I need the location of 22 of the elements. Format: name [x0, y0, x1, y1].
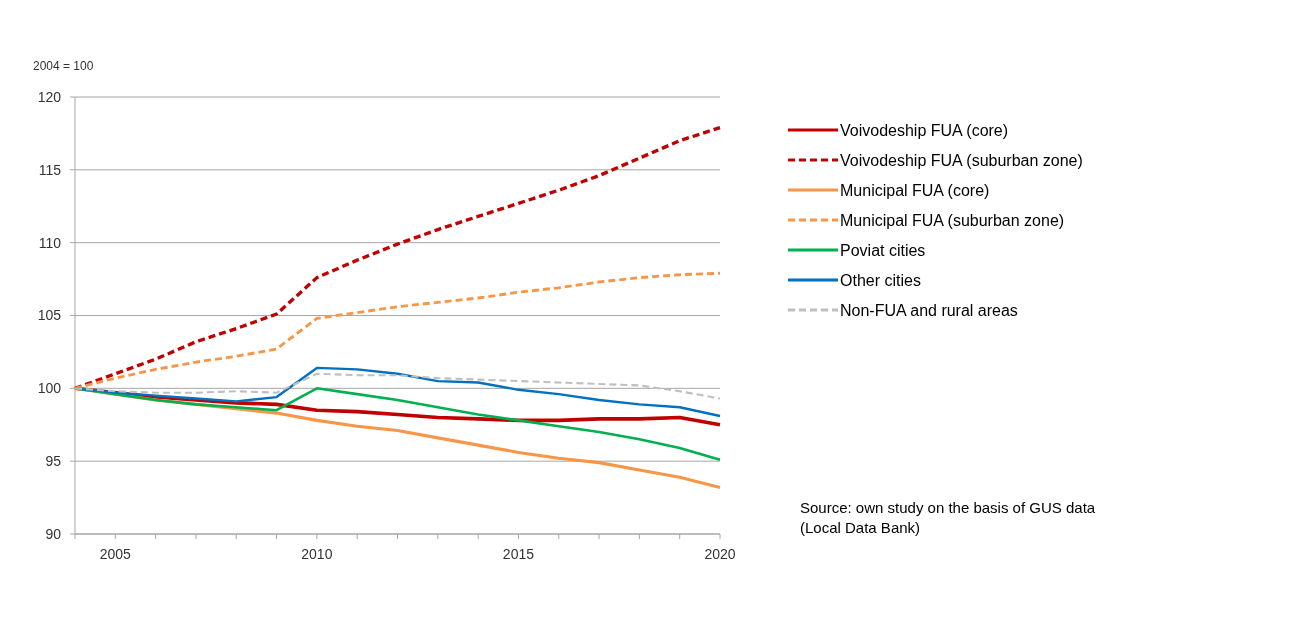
y-tick-label: 120: [37, 88, 62, 105]
y-tick-label: 95: [45, 453, 62, 470]
source-note: Source: own study on the basis of GUS data (Local Data Bank): [800, 499, 1096, 536]
x-tick-label: 2010: [301, 546, 333, 562]
legend-label: Poviat cities: [840, 241, 926, 259]
legend-label: Voivodeship FUA (suburban zone): [840, 151, 1083, 169]
x-tick-label: 2005: [99, 546, 132, 562]
y-tick-label: 105: [37, 307, 62, 324]
legend-label: Other cities: [840, 271, 921, 289]
legend-label: Municipal FUA (core): [840, 181, 990, 199]
line-series: [73, 372, 722, 400]
y-tick-label: 90: [45, 525, 62, 542]
y-axis-title: 2004 = 100: [33, 59, 94, 73]
y-tick-label: 110: [38, 234, 62, 251]
legend-label: Voivodeship FUA (core): [840, 121, 1009, 139]
y-tick-label: 100: [37, 380, 62, 397]
x-tick-label: 2020: [704, 546, 736, 562]
legend-label: Non-FUA and rural areas: [840, 301, 1018, 319]
legend-label: Municipal FUA (suburban zone): [840, 211, 1065, 229]
x-tick-label: 2015: [502, 546, 535, 562]
y-tick-label: 115: [38, 161, 62, 178]
line-series: [73, 366, 722, 418]
